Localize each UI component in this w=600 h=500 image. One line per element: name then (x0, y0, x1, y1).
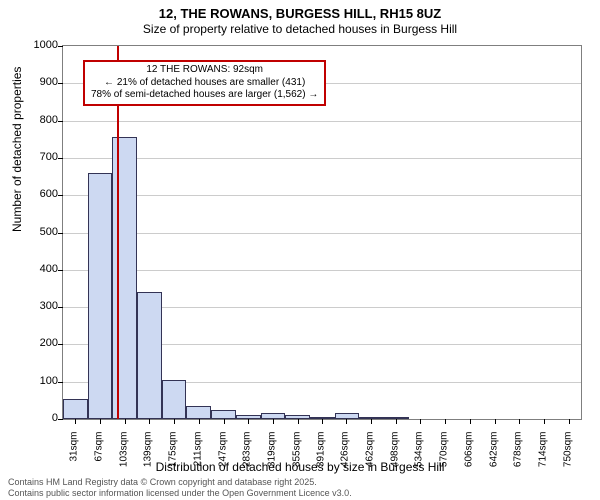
gridline (63, 158, 581, 159)
y-axis-label: Number of detached properties (10, 67, 24, 232)
y-tick-label: 1000 (18, 39, 58, 51)
x-tick-label: 391sqm (316, 432, 327, 482)
histogram-bar (211, 410, 236, 419)
annotation-line2: ← 21% of detached houses are smaller (43… (91, 77, 318, 90)
x-tick-mark (149, 419, 150, 424)
x-tick-mark (470, 419, 471, 424)
plot-area: 12 THE ROWANS: 92sqm← 21% of detached ho… (62, 45, 582, 420)
x-tick-label: 175sqm (168, 432, 179, 482)
y-tick-mark (58, 344, 63, 345)
x-tick-label: 355sqm (291, 432, 302, 482)
x-tick-label: 642sqm (488, 432, 499, 482)
x-tick-label: 31sqm (69, 432, 80, 482)
x-tick-mark (445, 419, 446, 424)
x-tick-label: 103sqm (118, 432, 129, 482)
y-tick-label: 100 (18, 375, 58, 387)
y-tick-label: 400 (18, 263, 58, 275)
y-tick-mark (58, 83, 63, 84)
annotation-box: 12 THE ROWANS: 92sqm← 21% of detached ho… (83, 60, 326, 106)
x-tick-label: 139sqm (143, 432, 154, 482)
x-tick-mark (273, 419, 274, 424)
gridline (63, 195, 581, 196)
chart-title: 12, THE ROWANS, BURGESS HILL, RH15 8UZ (0, 6, 600, 21)
x-tick-label: 283sqm (242, 432, 253, 482)
x-tick-mark (75, 419, 76, 424)
x-tick-label: 750sqm (562, 432, 573, 482)
x-tick-label: 714sqm (537, 432, 548, 482)
y-tick-label: 0 (18, 412, 58, 424)
y-tick-mark (58, 46, 63, 47)
x-tick-mark (199, 419, 200, 424)
x-tick-mark (248, 419, 249, 424)
x-tick-mark (346, 419, 347, 424)
annotation-line1: 12 THE ROWANS: 92sqm (91, 64, 318, 77)
x-tick-mark (396, 419, 397, 424)
x-tick-mark (322, 419, 323, 424)
y-tick-label: 700 (18, 151, 58, 163)
x-tick-label: 247sqm (217, 432, 228, 482)
x-tick-mark (224, 419, 225, 424)
x-tick-mark (298, 419, 299, 424)
x-tick-mark (420, 419, 421, 424)
footer-line2: Contains public sector information licen… (8, 488, 352, 498)
x-tick-mark (125, 419, 126, 424)
x-tick-label: 211sqm (192, 432, 203, 482)
property-size-chart: 12, THE ROWANS, BURGESS HILL, RH15 8UZ S… (0, 0, 600, 500)
y-tick-label: 500 (18, 226, 58, 238)
y-tick-mark (58, 419, 63, 420)
histogram-bar (112, 137, 137, 419)
y-tick-mark (58, 233, 63, 234)
x-tick-mark (544, 419, 545, 424)
histogram-bar (186, 406, 211, 419)
x-tick-mark (174, 419, 175, 424)
y-tick-label: 300 (18, 300, 58, 312)
x-tick-label: 426sqm (340, 432, 351, 482)
y-tick-mark (58, 121, 63, 122)
x-tick-label: 534sqm (414, 432, 425, 482)
chart-subtitle: Size of property relative to detached ho… (0, 22, 600, 36)
x-tick-mark (495, 419, 496, 424)
x-tick-label: 606sqm (463, 432, 474, 482)
y-tick-label: 800 (18, 114, 58, 126)
x-tick-mark (519, 419, 520, 424)
y-tick-label: 900 (18, 76, 58, 88)
x-tick-label: 319sqm (266, 432, 277, 482)
x-tick-label: 570sqm (439, 432, 450, 482)
y-tick-label: 200 (18, 337, 58, 349)
gridline (63, 121, 581, 122)
histogram-bar (162, 380, 187, 419)
y-tick-mark (58, 195, 63, 196)
y-tick-mark (58, 158, 63, 159)
y-tick-label: 600 (18, 188, 58, 200)
x-tick-mark (100, 419, 101, 424)
x-tick-label: 678sqm (513, 432, 524, 482)
x-tick-mark (569, 419, 570, 424)
histogram-bar (137, 292, 162, 419)
x-tick-label: 67sqm (94, 432, 105, 482)
histogram-bar (88, 173, 113, 419)
gridline (63, 233, 581, 234)
histogram-bar (63, 399, 88, 420)
x-tick-label: 498sqm (389, 432, 400, 482)
annotation-line3: 78% of semi-detached houses are larger (… (91, 89, 318, 102)
gridline (63, 270, 581, 271)
x-tick-label: 462sqm (365, 432, 376, 482)
x-tick-mark (371, 419, 372, 424)
y-tick-mark (58, 307, 63, 308)
y-tick-mark (58, 382, 63, 383)
y-tick-mark (58, 270, 63, 271)
